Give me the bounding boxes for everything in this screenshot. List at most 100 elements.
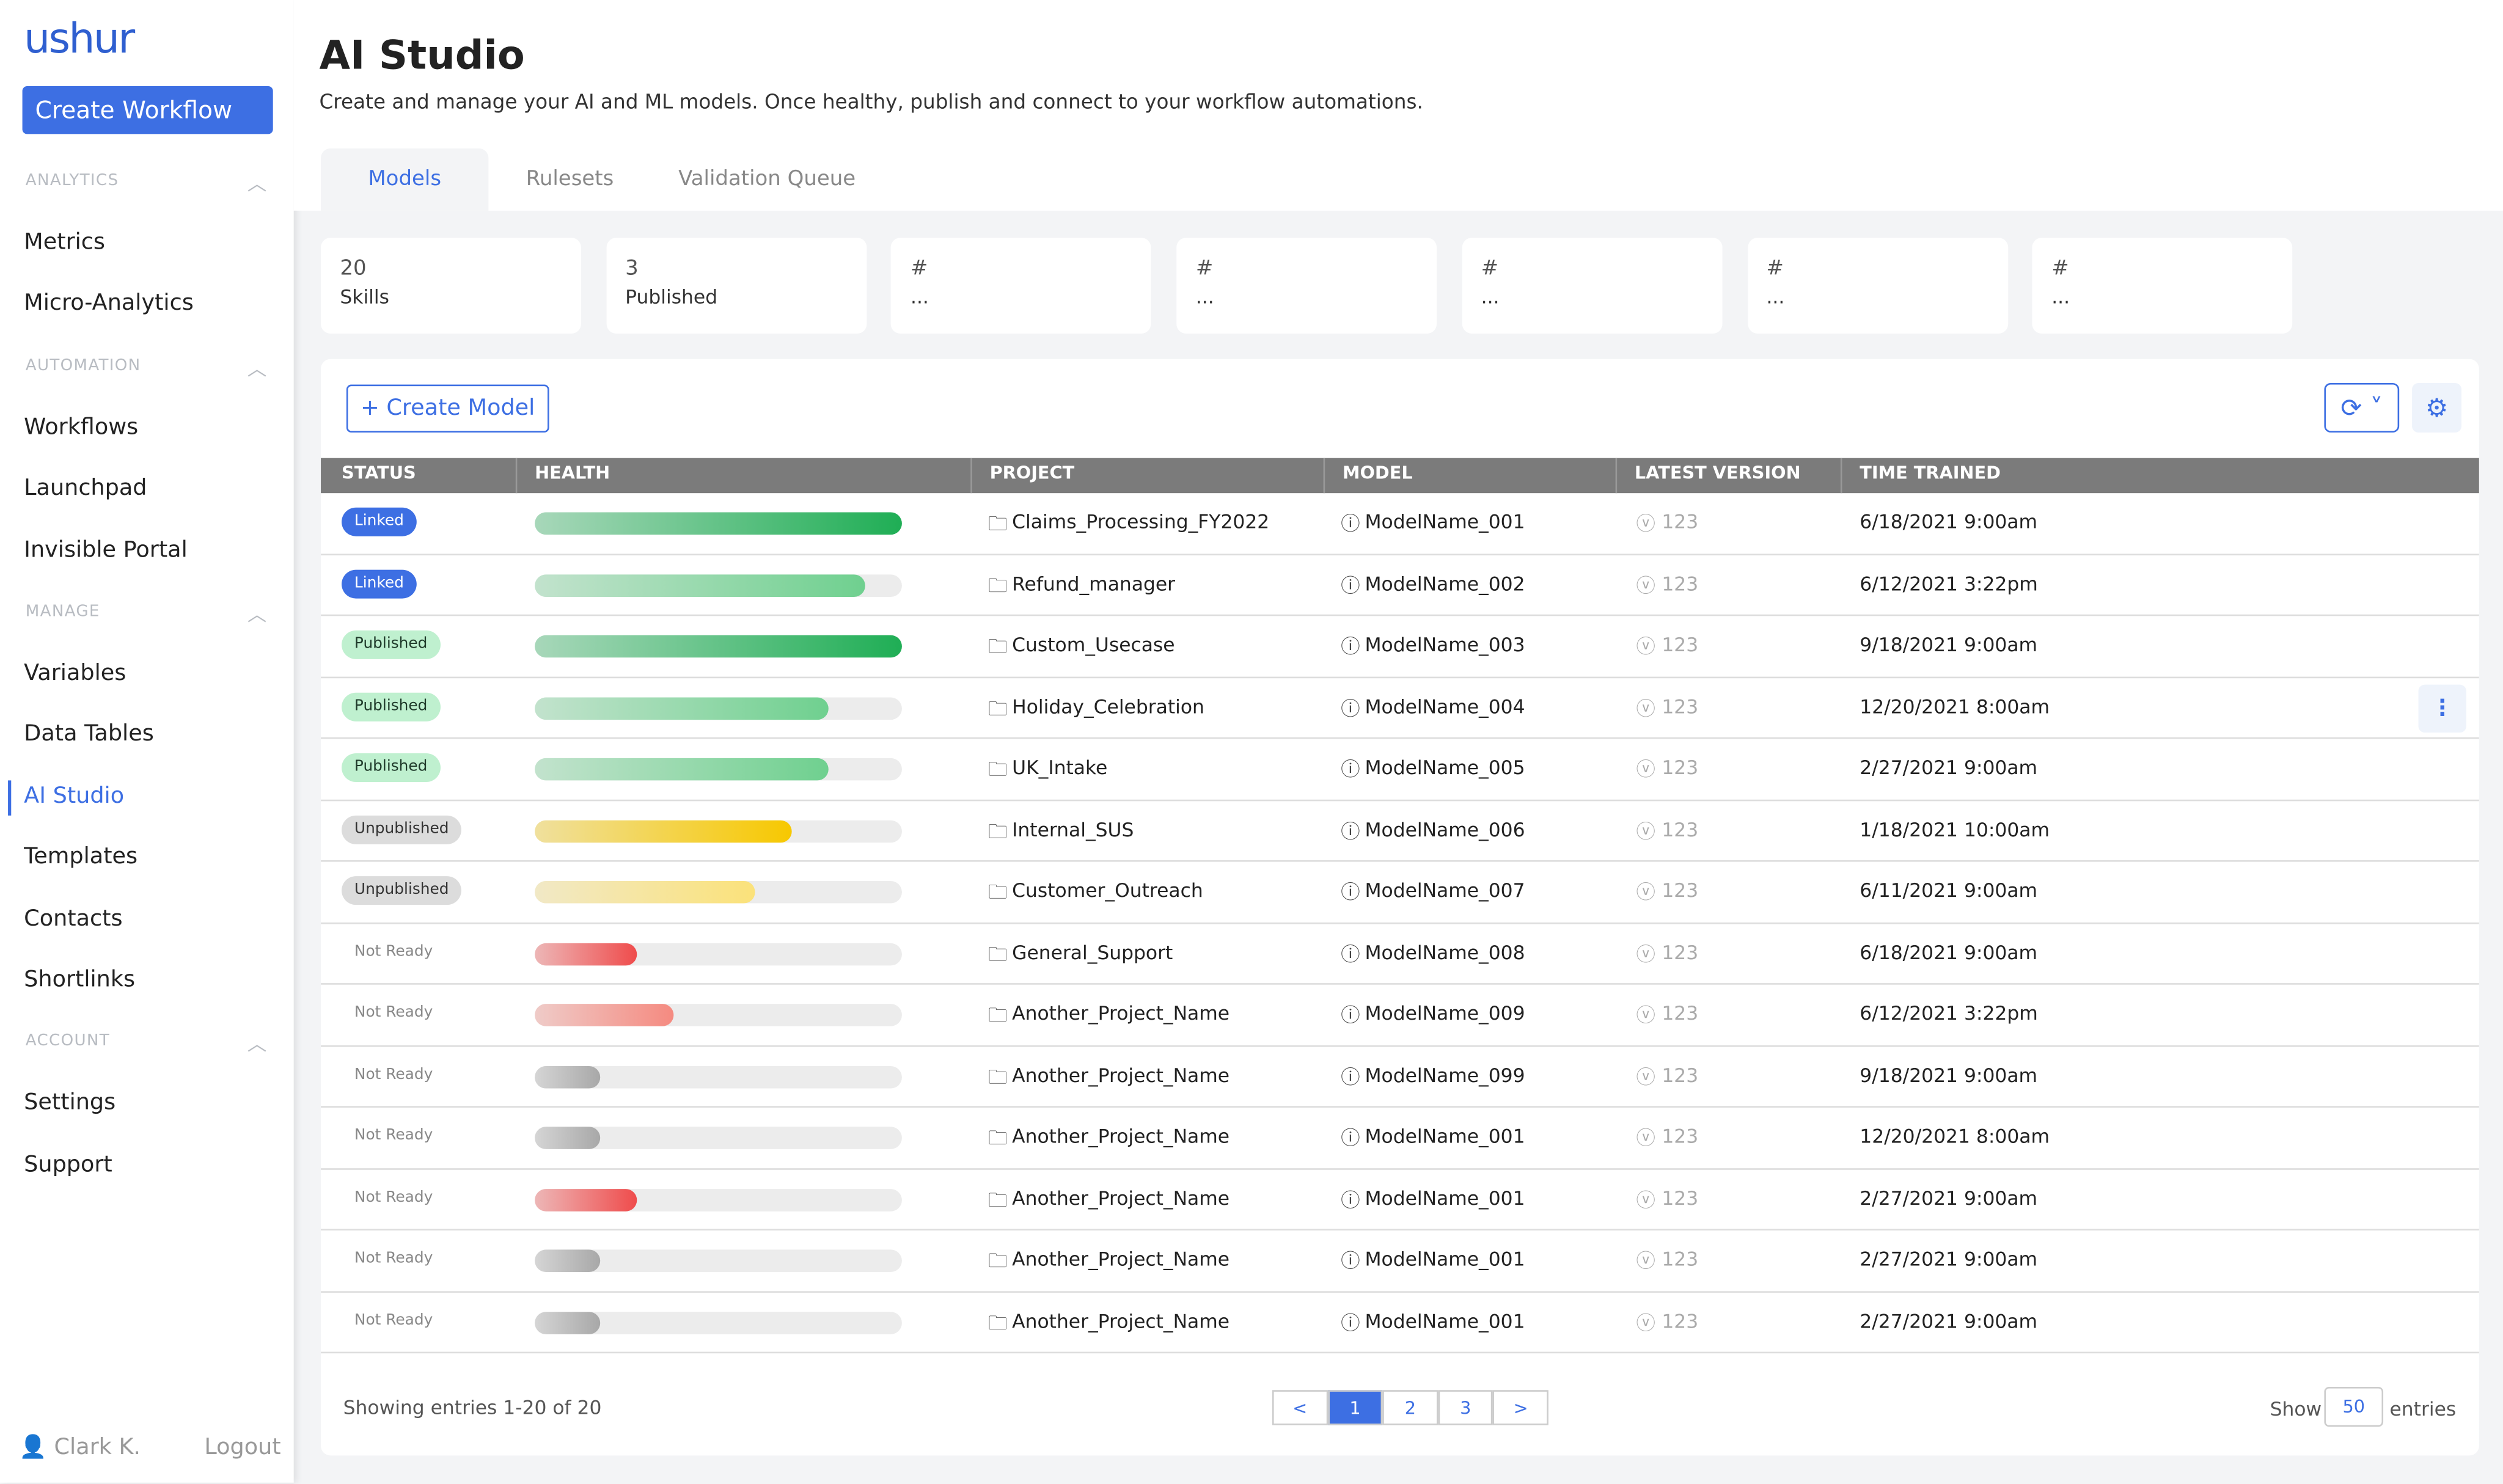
project-name: Another_Project_Name bbox=[1012, 1064, 1230, 1086]
health-bar bbox=[535, 574, 865, 596]
stat-card: #... bbox=[1176, 238, 1437, 334]
page-button[interactable]: > bbox=[1493, 1390, 1548, 1425]
version: 123 bbox=[1662, 756, 1699, 779]
refresh-button[interactable]: ⟳ ˅ bbox=[2324, 382, 2400, 433]
nav-item[interactable]: Data Tables bbox=[24, 722, 154, 748]
model-name: ModelName_004 bbox=[1365, 695, 1525, 718]
health-bar bbox=[535, 696, 829, 719]
collapse-icon: ︿ bbox=[247, 172, 267, 195]
model-name: ModelName_001 bbox=[1365, 1186, 1525, 1209]
page-size-select[interactable]: 50 bbox=[2324, 1387, 2384, 1427]
model-name: ModelName_006 bbox=[1365, 817, 1525, 841]
status-badge: Not Ready bbox=[342, 1245, 446, 1274]
model-icon: ⓘ bbox=[1341, 1127, 1360, 1149]
folder-icon: 🗀 bbox=[988, 1249, 1008, 1272]
version-icon: ⓥ bbox=[1636, 1127, 1655, 1149]
model-name: ModelName_005 bbox=[1365, 756, 1525, 779]
nav-item[interactable]: AI Studio bbox=[24, 783, 125, 809]
stat-card: 20 Skills bbox=[321, 238, 581, 334]
nav-item[interactable]: Shortlinks bbox=[24, 967, 136, 993]
table-header-row bbox=[321, 458, 2479, 494]
nav-item[interactable]: Contacts bbox=[24, 905, 123, 932]
collapse-icon: ︿ bbox=[247, 357, 267, 380]
nav-item[interactable]: Launchpad bbox=[24, 475, 147, 502]
status-badge: Not Ready bbox=[342, 1306, 446, 1336]
user-name: 👤 Clark K. bbox=[19, 1435, 141, 1461]
status-badge: Not Ready bbox=[342, 999, 446, 1028]
version: 123 bbox=[1662, 1186, 1699, 1209]
column-divider bbox=[1840, 458, 1842, 494]
nav-item[interactable]: Metrics bbox=[24, 230, 105, 255]
time-trained: 12/20/2021 8:00am bbox=[1860, 695, 2050, 718]
column-header: LATEST VERSION bbox=[1634, 462, 1801, 484]
health-bar bbox=[535, 512, 902, 535]
nav-item[interactable]: Templates bbox=[24, 844, 138, 871]
stat-card: #... bbox=[2032, 238, 2293, 334]
tab[interactable]: Rulesets bbox=[526, 167, 614, 192]
stat-label: ... bbox=[1195, 285, 1214, 309]
nav-item[interactable]: Variables bbox=[24, 660, 126, 687]
time-trained: 2/27/2021 9:00am bbox=[1860, 1248, 2038, 1271]
column-divider bbox=[970, 458, 972, 494]
model-name: ModelName_009 bbox=[1365, 1002, 1525, 1025]
project-name: Another_Project_Name bbox=[1012, 1125, 1230, 1148]
version: 123 bbox=[1662, 510, 1699, 533]
section-heading[interactable]: ANALYTICS bbox=[25, 172, 119, 190]
folder-icon: 🗀 bbox=[988, 696, 1008, 719]
project-name: Custom_Usecase bbox=[1012, 634, 1175, 656]
health-bar bbox=[535, 1188, 638, 1211]
version: 123 bbox=[1662, 1309, 1699, 1332]
create-workflow-button[interactable]: Create Workflow bbox=[22, 86, 273, 134]
collapse-icon: ︿ bbox=[247, 1033, 267, 1056]
folder-icon: 🗀 bbox=[988, 1065, 1008, 1088]
nav-item[interactable]: Invisible Portal bbox=[24, 537, 188, 563]
model-icon: ⓘ bbox=[1341, 696, 1360, 719]
row-menu-button[interactable]: ⋮ bbox=[2418, 684, 2466, 733]
page-button[interactable]: < bbox=[1272, 1390, 1328, 1425]
page-button[interactable]: 3 bbox=[1438, 1390, 1493, 1425]
nav-item[interactable]: Settings bbox=[24, 1091, 116, 1116]
status-badge: Linked bbox=[342, 507, 417, 536]
model-name: ModelName_001 bbox=[1365, 510, 1525, 533]
time-trained: 6/18/2021 9:00am bbox=[1860, 510, 2038, 533]
version-icon: ⓥ bbox=[1636, 1188, 1655, 1211]
model-name: ModelName_007 bbox=[1365, 879, 1525, 902]
logo: ushur bbox=[24, 16, 135, 64]
health-bar bbox=[535, 819, 792, 842]
table-row bbox=[321, 800, 2479, 862]
model-icon: ⓘ bbox=[1341, 1065, 1360, 1088]
column-header: STATUS bbox=[342, 462, 416, 484]
nav-item[interactable]: Support bbox=[24, 1152, 112, 1178]
model-icon: ⓘ bbox=[1341, 574, 1360, 596]
health-bar bbox=[535, 1249, 601, 1272]
tab[interactable]: Models bbox=[321, 148, 489, 211]
version: 123 bbox=[1662, 1125, 1699, 1148]
version-icon: ⓥ bbox=[1636, 1310, 1655, 1334]
logout[interactable]: Logout bbox=[204, 1435, 281, 1461]
stat-card: 3 Published bbox=[606, 238, 867, 334]
version: 123 bbox=[1662, 940, 1699, 963]
column-divider bbox=[1323, 458, 1325, 494]
version-icon: ⓥ bbox=[1636, 819, 1655, 842]
section-heading[interactable]: MANAGE bbox=[25, 603, 100, 621]
status-badge: Unpublished bbox=[342, 814, 462, 844]
page-button[interactable]: 1 bbox=[1327, 1390, 1383, 1425]
model-icon: ⓘ bbox=[1341, 942, 1360, 965]
folder-icon: 🗀 bbox=[988, 1127, 1008, 1149]
settings-button[interactable]: ⚙ bbox=[2412, 382, 2462, 433]
version-icon: ⓥ bbox=[1636, 635, 1655, 658]
folder-icon: 🗀 bbox=[988, 1004, 1008, 1026]
version: 123 bbox=[1662, 817, 1699, 841]
page-button[interactable]: 2 bbox=[1382, 1390, 1438, 1425]
status-badge: Published bbox=[342, 692, 441, 721]
status-badge: Published bbox=[342, 630, 441, 659]
nav-item[interactable]: Micro-Analytics bbox=[24, 291, 194, 317]
project-name: Another_Project_Name bbox=[1012, 1002, 1230, 1025]
folder-icon: 🗀 bbox=[988, 512, 1008, 535]
section-heading[interactable]: AUTOMATION bbox=[25, 357, 141, 375]
section-heading[interactable]: ACCOUNT bbox=[25, 1033, 111, 1051]
model-icon: ⓘ bbox=[1341, 819, 1360, 842]
nav-item[interactable]: Workflows bbox=[24, 414, 139, 440]
tab[interactable]: Validation Queue bbox=[678, 167, 856, 192]
create-model-button[interactable]: + Create Model bbox=[346, 384, 549, 433]
